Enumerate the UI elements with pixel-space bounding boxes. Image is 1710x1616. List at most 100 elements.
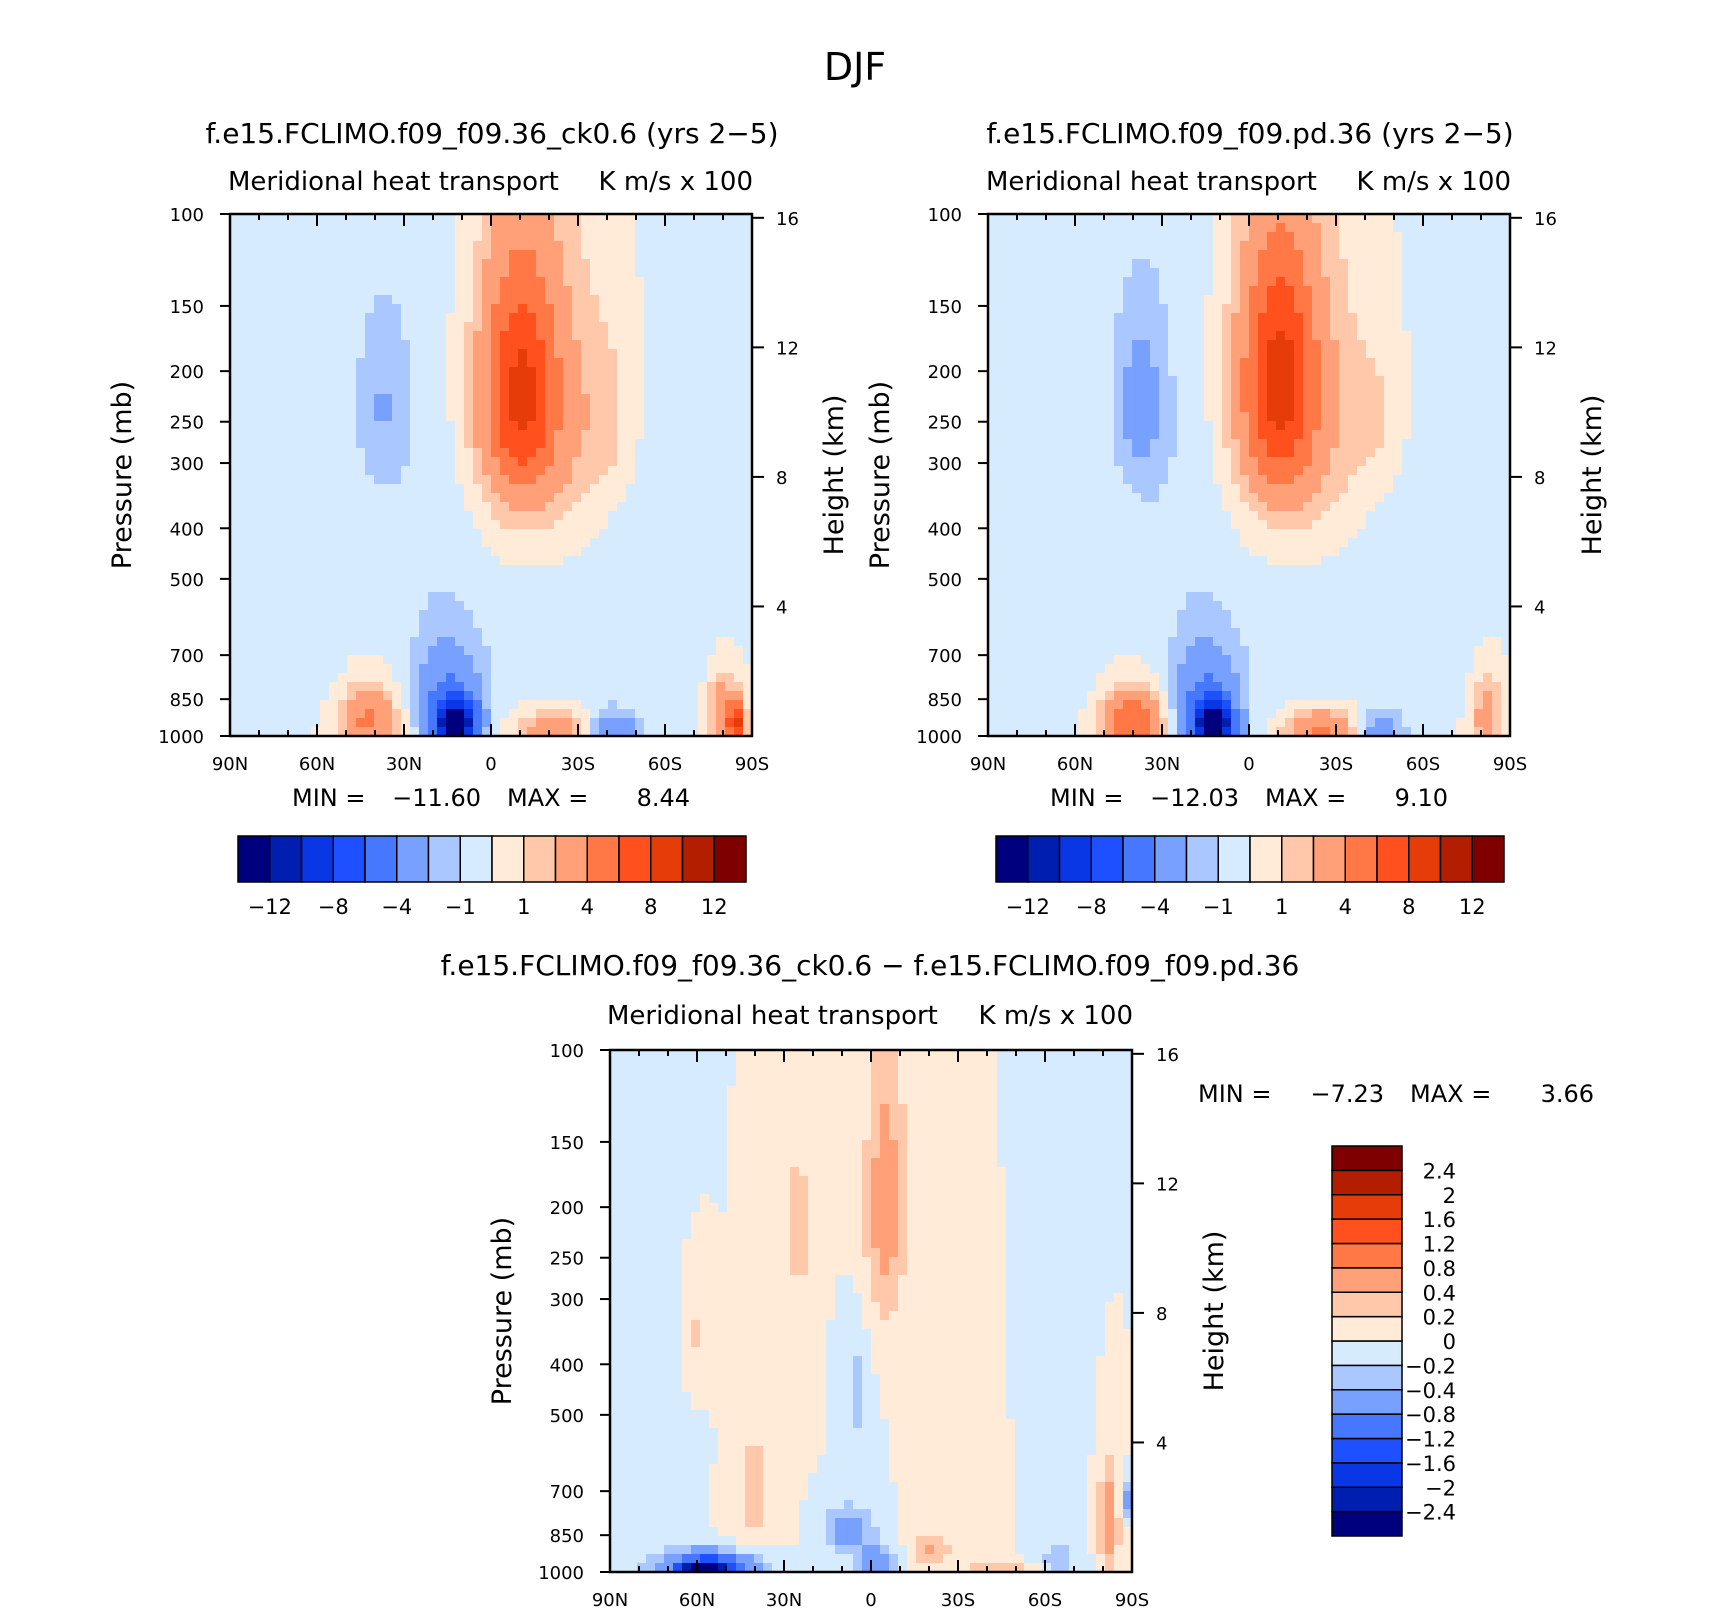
contour-cell — [473, 502, 483, 512]
contour-cell — [1006, 268, 1016, 278]
contour-cell — [491, 511, 501, 521]
contour-cell — [500, 394, 510, 404]
contour-cell — [1159, 439, 1169, 449]
contour-cell — [257, 493, 267, 503]
contour-cell — [1339, 439, 1349, 449]
contour-cell — [1267, 331, 1277, 341]
contour-cell — [1420, 421, 1430, 431]
contour-cell — [365, 439, 375, 449]
contour-cell — [1357, 367, 1367, 377]
contour-cell — [1132, 367, 1142, 377]
contour-cell — [239, 385, 249, 395]
contour-cell — [545, 259, 555, 269]
contour-cell — [374, 430, 384, 440]
contour-cell — [500, 349, 510, 359]
contour-cell — [248, 295, 258, 305]
contour-cell — [1276, 376, 1286, 386]
contour-cell — [725, 538, 735, 548]
contour-cell — [608, 250, 618, 260]
contour-cell — [1303, 241, 1313, 251]
contour-cell — [239, 223, 249, 233]
contour-cell — [1222, 340, 1232, 350]
contour-cell — [347, 277, 357, 287]
contour-cell — [734, 601, 744, 611]
contour-cell — [1006, 376, 1016, 386]
contour-cell — [266, 439, 276, 449]
contour-cell — [997, 259, 1007, 269]
contour-cell — [482, 250, 492, 260]
contour-cell — [1420, 232, 1430, 242]
contour-cell — [311, 349, 321, 359]
contour-cell — [428, 475, 438, 485]
contour-cell — [1114, 232, 1124, 242]
contour-cell — [1285, 376, 1295, 386]
contour-cell — [743, 277, 753, 287]
contour-cell — [401, 691, 411, 701]
contour-cell — [455, 727, 465, 737]
contour-cell — [590, 385, 600, 395]
contour-cell — [1123, 430, 1133, 440]
contour-cell — [1465, 214, 1475, 224]
contour-cell — [320, 547, 330, 557]
contour-cell — [734, 421, 744, 431]
contour-cell — [617, 439, 627, 449]
contour-cell — [275, 232, 285, 242]
contour-cell — [1348, 313, 1358, 323]
contour-cell — [1366, 340, 1376, 350]
contour-cell — [1195, 313, 1205, 323]
contour-cell — [545, 367, 555, 377]
contour-cell — [1087, 367, 1097, 377]
contour-cell — [1222, 430, 1232, 440]
contour-cell — [545, 484, 555, 494]
contour-cell — [1501, 277, 1511, 287]
contour-cell — [653, 475, 663, 485]
contour-cell — [572, 313, 582, 323]
contour-cell — [608, 439, 618, 449]
contour-cell — [1411, 394, 1421, 404]
contour-cell — [419, 286, 429, 296]
contour-cell — [446, 466, 456, 476]
contour-cell — [626, 709, 636, 719]
contour-cell — [1366, 430, 1376, 440]
contour-cell — [230, 421, 240, 431]
contour-cell — [230, 655, 240, 665]
contour-cell — [1393, 322, 1403, 332]
contour-cell — [266, 304, 276, 314]
contour-cell — [635, 565, 645, 575]
contour-cell — [266, 592, 276, 602]
contour-cell — [554, 376, 564, 386]
contour-cell — [374, 493, 384, 503]
contour-cell — [1330, 259, 1340, 269]
contour-cell — [473, 475, 483, 485]
contour-cell — [1150, 403, 1160, 413]
x-tick-label: 90N — [212, 754, 248, 775]
contour-cell — [293, 502, 303, 512]
contour-cell — [518, 259, 528, 269]
contour-cell — [1231, 385, 1241, 395]
contour-cell — [329, 322, 339, 332]
contour-cell — [248, 241, 258, 251]
contour-cell — [1465, 403, 1475, 413]
colorbar-label: 1 — [517, 895, 530, 919]
contour-cell — [1366, 439, 1376, 449]
contour-cell — [1312, 304, 1322, 314]
contour-cell — [1240, 394, 1250, 404]
contour-cell — [1006, 277, 1016, 287]
contour-cell — [1033, 214, 1043, 224]
contour-cell — [572, 529, 582, 539]
contour-cell — [1015, 250, 1025, 260]
contour-cell — [563, 709, 573, 719]
contour-cell — [536, 313, 546, 323]
contour-cell — [1366, 250, 1376, 260]
contour-cell — [509, 709, 519, 719]
contour-cell — [545, 241, 555, 251]
contour-cell — [725, 592, 735, 602]
contour-cell — [689, 664, 699, 674]
contour-cell — [644, 601, 654, 611]
contour-cell — [554, 268, 564, 278]
contour-cell — [734, 286, 744, 296]
contour-cell — [509, 349, 519, 359]
panel-run1: f.e15.FCLIMO.f09_f09.36_ck0.6 (yrs 2−5) … — [107, 117, 850, 919]
contour-cell — [437, 214, 447, 224]
contour-cell — [635, 331, 645, 341]
